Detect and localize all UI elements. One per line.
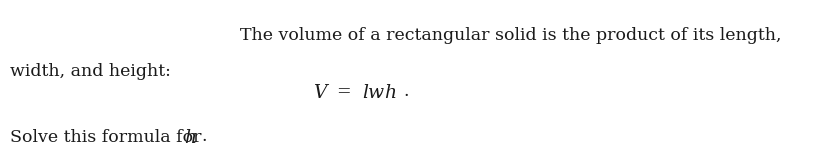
Text: .: . — [403, 83, 409, 100]
Text: .: . — [202, 128, 208, 145]
Text: $lwh$: $lwh$ — [362, 84, 396, 102]
Text: $V$: $V$ — [313, 84, 330, 102]
Text: $h$: $h$ — [184, 129, 196, 147]
Text: Solve this formula for: Solve this formula for — [10, 129, 207, 146]
Text: =: = — [336, 83, 351, 100]
Text: width, and height:: width, and height: — [10, 63, 171, 80]
Text: The volume of a rectangular solid is the product of its length,: The volume of a rectangular solid is the… — [240, 27, 781, 44]
